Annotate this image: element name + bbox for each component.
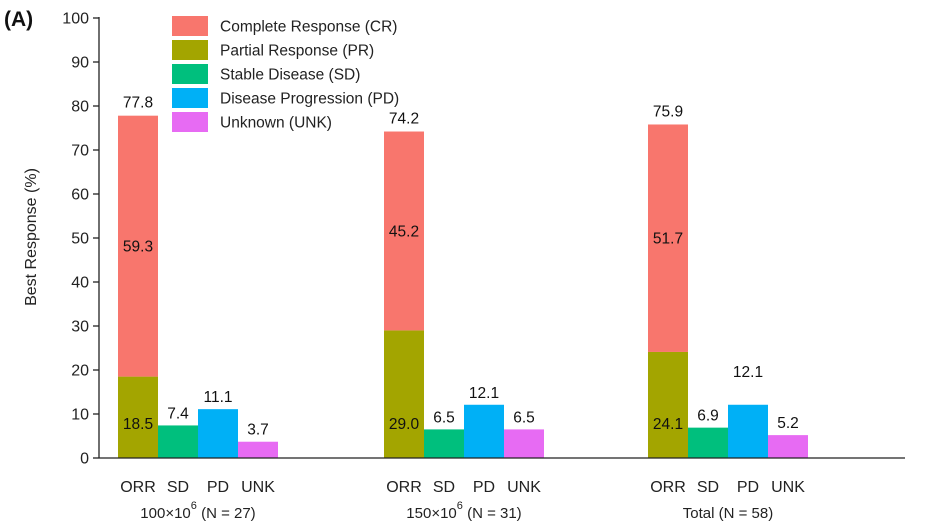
y-tick-label: 100 [62, 11, 89, 28]
orr-total-label: 74.2 [389, 111, 419, 128]
legend-label-pd: Disease Progression (PD) [220, 91, 399, 108]
group-label-base: Total [683, 505, 715, 522]
group-label-base: 150×10 [406, 505, 456, 522]
bar-unk [504, 429, 544, 458]
bar-pd [198, 409, 238, 458]
category-label: PD [207, 479, 229, 496]
group-label-n: (N = 31) [463, 505, 522, 522]
sd-value-label: 6.9 [697, 408, 719, 425]
category-label: ORR [120, 479, 156, 496]
bar-pd [728, 404, 768, 458]
group-label-superscript: 6 [457, 500, 463, 512]
category-label: PD [473, 479, 495, 496]
y-tick-label: 10 [71, 407, 89, 424]
bar-unk [238, 441, 278, 458]
labels-layer: 77.8 59.3 18.5 7.4 11.1 3.7 74.2 45.2 29.0 6.5 12.… [123, 95, 799, 439]
legend-label-cr: Complete Response (CR) [220, 19, 397, 36]
y-tick-label: 40 [71, 275, 89, 292]
bar-pd [464, 404, 504, 458]
bar-sd [424, 429, 464, 458]
group-label-n: (N = 58) [714, 505, 773, 522]
bar-cr [648, 124, 688, 352]
category-label: PD [737, 479, 759, 496]
pd-value-label: 12.1 [733, 364, 763, 381]
legend-label-sd: Stable Disease (SD) [220, 67, 360, 84]
sd-value-label: 6.5 [433, 409, 455, 426]
category-label: UNK [241, 479, 275, 496]
legend: Complete Response (CR) Partial Response (… [172, 16, 399, 132]
sd-value-label: 7.4 [167, 405, 189, 422]
legend-swatch-sd [172, 64, 208, 84]
cr-value-label: 51.7 [653, 231, 683, 248]
y-tick-label: 0 [80, 451, 89, 468]
bar-sd [688, 427, 728, 458]
cr-value-label: 59.3 [123, 239, 153, 256]
bar-pr [648, 351, 688, 458]
legend-swatch-cr [172, 16, 208, 36]
legend-swatch-pr [172, 40, 208, 60]
legend-swatch-unk [172, 112, 208, 132]
category-label: UNK [771, 479, 805, 496]
y-axis-title: Best Response (%) [23, 168, 40, 306]
unk-value-label: 5.2 [777, 415, 799, 432]
y-tick-label: 60 [71, 187, 89, 204]
y-tick-label: 30 [71, 319, 89, 336]
pr-value-label: 29.0 [389, 416, 420, 433]
category-label: SD [167, 479, 189, 496]
bar-unk [768, 435, 808, 458]
bar-cr [118, 115, 158, 377]
bars-layer [118, 115, 808, 458]
group-label: 100×106 (N = 27) [140, 500, 255, 522]
pd-value-label: 12.1 [469, 385, 499, 402]
y-tick-label: 70 [71, 143, 89, 160]
bar-pr [384, 330, 424, 458]
pr-value-label: 18.5 [123, 416, 153, 433]
legend-label-unk: Unknown (UNK) [220, 115, 332, 132]
orr-total-label: 75.9 [653, 103, 683, 120]
unk-value-label: 3.7 [247, 422, 269, 439]
y-tick-label: 50 [71, 231, 89, 248]
group-label-superscript: 6 [191, 500, 197, 512]
orr-total-label: 77.8 [123, 95, 153, 112]
legend-swatch-pd [172, 88, 208, 108]
category-label: SD [433, 479, 455, 496]
group-label-n: (N = 27) [197, 505, 256, 522]
bar-pr [118, 376, 158, 458]
y-tick-label: 20 [71, 363, 89, 380]
group-label: 150×106 (N = 31) [406, 500, 521, 522]
bar-cr [384, 131, 424, 331]
cr-value-label: 45.2 [389, 223, 419, 240]
y-axis: 0 10 20 30 40 50 60 70 80 90 100 [62, 11, 100, 468]
pd-value-label: 11.1 [203, 389, 232, 406]
category-label: UNK [507, 479, 541, 496]
category-label: SD [697, 479, 719, 496]
y-tick-label: 80 [71, 99, 89, 116]
panel-label: (A) [4, 8, 33, 31]
group-label: Total (N = 58) [683, 505, 773, 522]
group-label-base: 100×10 [140, 505, 190, 522]
category-label: ORR [386, 479, 422, 496]
category-label: ORR [650, 479, 686, 496]
bar-sd [158, 425, 198, 458]
unk-value-label: 6.5 [513, 409, 535, 426]
y-tick-label: 90 [71, 55, 89, 72]
legend-label-pr: Partial Response (PR) [220, 43, 374, 60]
pr-value-label: 24.1 [653, 416, 683, 433]
